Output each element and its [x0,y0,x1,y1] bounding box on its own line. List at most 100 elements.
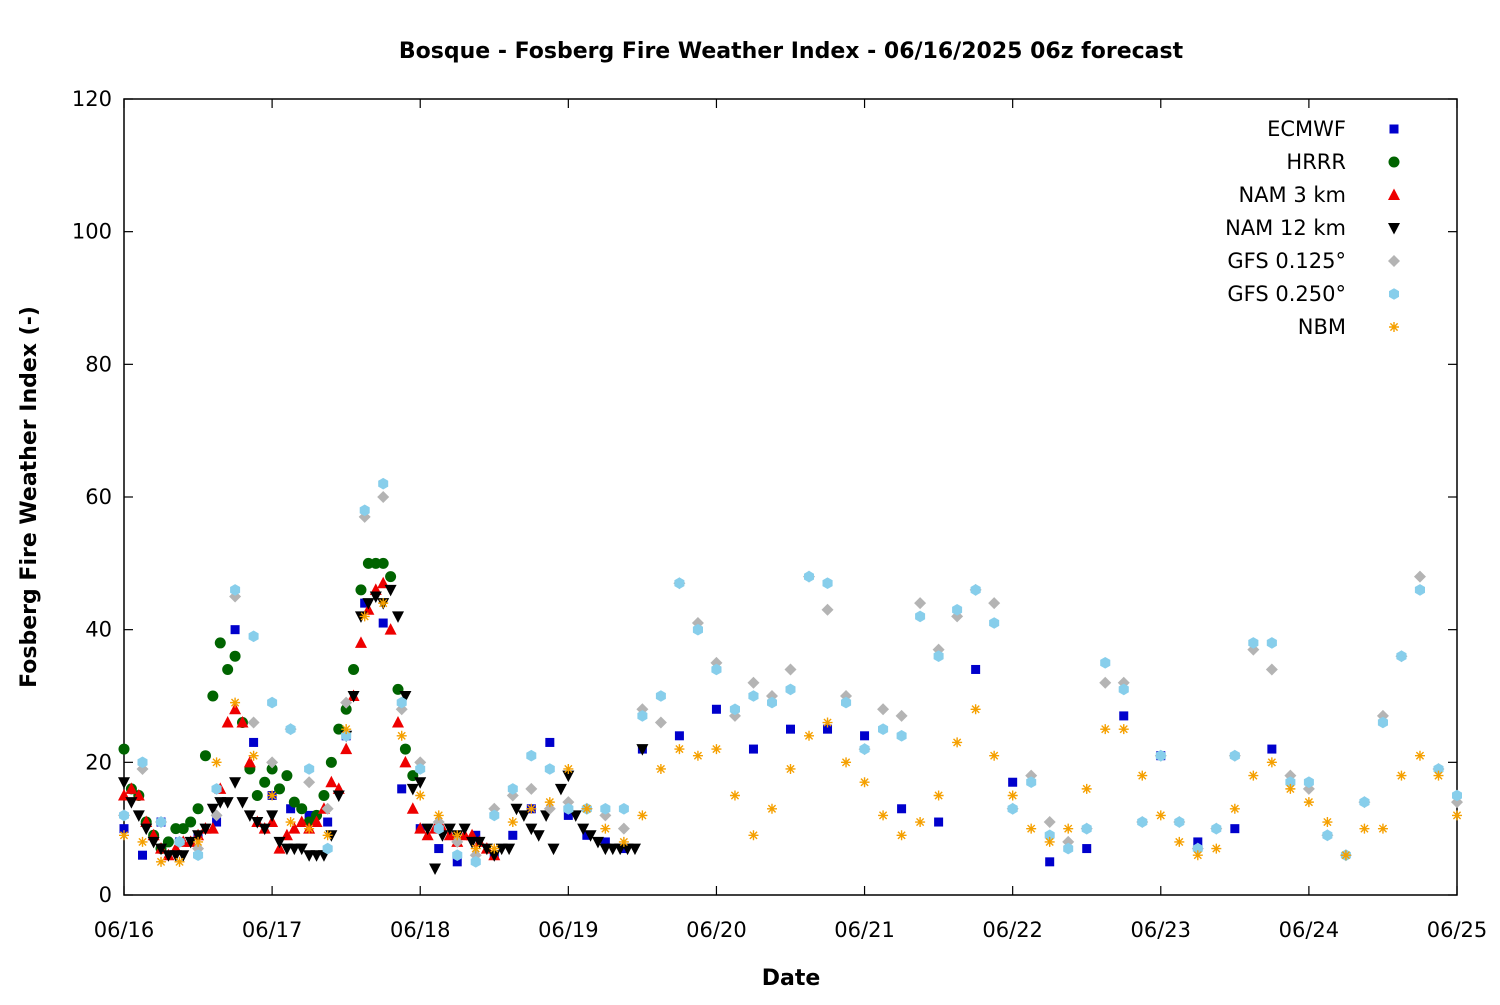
data-point-nbm [267,790,278,801]
data-point-nbm [729,790,740,801]
chart-title: Bosque - Fosberg Fire Weather Index - 06… [399,39,1184,64]
data-point-gfs-0-250 [193,849,204,861]
data-point-gfs-0-250 [841,696,852,709]
legend-label-nam-12-km: NAM 12 km [1225,216,1346,240]
data-point-nam-12-km [488,850,501,862]
data-point-nam-3-km [384,623,397,635]
data-point-nbm [1137,770,1148,781]
data-point-nam-3-km [310,815,323,828]
data-point-ecmwf [1193,837,1203,847]
data-point-gfs-0-250 [1303,776,1314,788]
legend: ECMWF HRRR NAM 3 km NAM 12 km GFS 0.125° GFS … [1225,117,1400,339]
data-point-nam-12-km [236,797,249,809]
data-point-ecmwf [748,744,758,754]
x-tick-label: 06/24 [1279,918,1340,942]
data-point-nbm [637,810,648,821]
data-point-ecmwf [508,830,518,840]
data-point-nam-12-km [199,823,212,836]
data-point-ecmwf [563,810,573,820]
data-point-gfs-0-250 [1081,822,1092,835]
data-point-nam-3-km [354,636,367,648]
data-point-nbm [174,856,185,867]
data-point-gfs-0-125 [1043,816,1056,829]
data-point-nbm [1118,724,1129,735]
data-point-gfs-0-250 [804,570,814,583]
data-point-gfs-0-125 [340,696,353,709]
data-point-hrrr [377,557,389,569]
data-point-nbm [1359,823,1370,834]
data-point-nbm [822,717,833,728]
data-point-nam-3-km [243,755,256,768]
data-point-nbm [1211,843,1222,854]
data-point-gfs-0-125 [617,822,630,835]
x-tick-label: 06/17 [242,918,303,942]
data-point-nam-12-km [392,611,405,623]
x-axis-label: Date [762,966,821,991]
data-point-nbm [1081,783,1092,794]
data-point-gfs-0-250 [1100,657,1111,669]
data-point-nbm [1155,810,1166,821]
data-point-nam-12-km [251,817,264,829]
data-point-gfs-0-250 [267,696,278,709]
data-point-ecmwf [434,844,444,854]
x-tick-label: 06/19 [538,918,599,942]
data-point-nam-12-km [147,836,160,849]
legend-label-nbm: NBM [1298,315,1346,339]
data-point-gfs-0-250 [174,836,185,848]
data-point-gfs-0-250 [1211,822,1222,835]
data-point-nam-12-km [480,843,493,856]
data-point-nam-12-km [421,823,434,836]
data-point-gfs-0-250 [1007,803,1018,815]
y-tick-label: 40 [85,618,112,642]
data-point-gfs-0-250 [933,650,944,662]
data-point-hrrr [177,823,189,835]
data-point-nbm [396,730,407,741]
data-point-hrrr [399,743,411,755]
data-point-gfs-0-250 [156,816,167,828]
legend-marker-nbm [1389,322,1399,332]
data-point-gfs-0-250 [896,730,907,742]
data-point-nam-12-km [273,836,286,849]
data-point-nam-12-km [525,823,538,836]
data-point-gfs-0-250 [378,477,389,490]
data-point-ecmwf [119,824,129,834]
x-tick-label: 06/23 [1131,918,1192,942]
data-point-nbm [1322,817,1333,828]
data-point-hrrr [259,776,271,788]
data-point-gfs-0-125 [784,663,797,676]
data-point-nam-3-km [206,822,219,834]
data-point-nam-12-km [429,863,442,875]
legend-marker-hrrr [1388,156,1400,168]
data-point-nam-12-km [554,783,567,796]
data-point-hrrr [318,790,330,801]
data-point-nam-12-km [384,584,397,597]
data-point-hrrr [214,637,226,649]
data-point-ecmwf [452,857,462,867]
data-point-nbm [1100,724,1111,735]
data-point-ecmwf [582,830,592,840]
data-point-gfs-0-250 [563,803,574,815]
data-point-hrrr [348,663,360,675]
data-point-gfs-0-250 [1377,716,1388,729]
data-point-gfs-0-250 [1044,829,1055,842]
data-point-gfs-0-250 [952,604,963,616]
data-point-nbm [304,823,315,834]
data-point-gfs-0-250 [452,849,463,861]
data-point-ecmwf [138,850,148,860]
data-point-nbm [841,757,852,768]
data-point-nbm [1414,750,1425,761]
data-point-hrrr [118,743,130,755]
legend-marker-nam-3-km [1388,188,1400,200]
x-tick-label: 06/16 [94,918,155,942]
data-point-hrrr [296,803,308,815]
data-point-nbm [341,724,352,735]
data-point-nbm [285,817,296,828]
data-point-nbm [433,810,444,821]
data-point-nbm [970,704,981,715]
data-point-nam-3-km [399,755,412,768]
data-point-ecmwf [1008,777,1018,787]
data-point-gfs-0-250 [526,749,537,762]
data-point-gfs-0-250 [1433,763,1444,775]
data-point-hrrr [325,756,337,768]
data-point-nam-12-km [517,810,530,822]
